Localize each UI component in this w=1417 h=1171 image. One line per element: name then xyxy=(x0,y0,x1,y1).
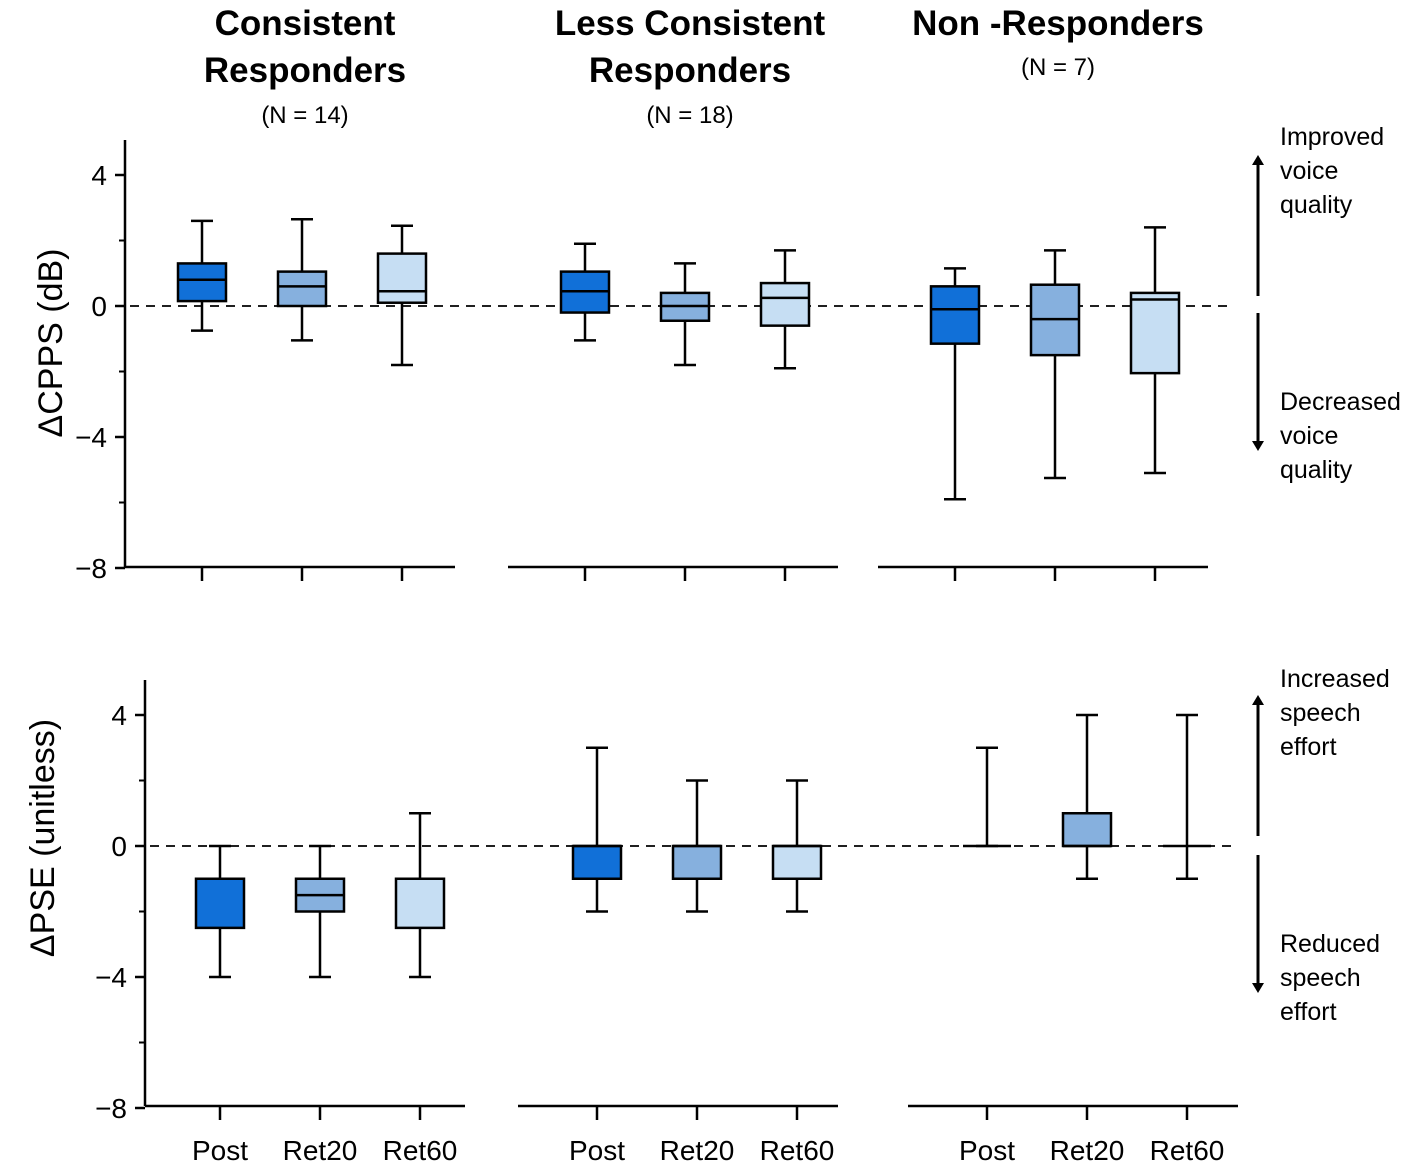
y-tick-label: 0 xyxy=(111,831,127,862)
annotation-down: Reduced xyxy=(1280,930,1380,958)
x-tick-label: Ret60 xyxy=(383,1135,458,1166)
group-title: Consistent xyxy=(215,4,396,43)
box-ret60 xyxy=(759,281,811,327)
group-title-line2: Responders xyxy=(589,51,791,90)
x-tick-label: Post xyxy=(192,1135,248,1166)
x-tick-label: Ret60 xyxy=(1150,1135,1225,1166)
panel-cpps: 4 0 −4 −8 ΔCPPS (dB) Improved voice quality Decr… xyxy=(32,123,1401,584)
box-ret20 xyxy=(1061,812,1113,848)
x-tick-label: Post xyxy=(959,1135,1015,1166)
panel-pse: 4 0 −4 −8 ΔPSE (unitless) Post Ret20 Ret60 Post R… xyxy=(24,665,1390,1166)
annotation-down: speech xyxy=(1280,964,1361,992)
y-axis-label: ΔPSE (unitless) xyxy=(24,719,62,957)
box-ret60 xyxy=(376,252,428,304)
annotation-up: effort xyxy=(1280,733,1337,761)
group-n-label: (N = 14) xyxy=(261,102,348,129)
x-tick-label: Ret60 xyxy=(760,1135,835,1166)
group-n-label: (N = 18) xyxy=(646,102,733,129)
box-ret60 xyxy=(771,844,823,880)
annotation-down: effort xyxy=(1280,998,1337,1026)
y-tick-label: −8 xyxy=(75,553,107,584)
y-tick-label: −4 xyxy=(75,422,107,453)
box-ret20 xyxy=(276,270,328,308)
annotation-up: Increased xyxy=(1280,665,1390,693)
y-tick-label: 4 xyxy=(91,160,107,191)
group-title-line2: Responders xyxy=(204,51,406,90)
annotation-down: voice xyxy=(1280,422,1338,450)
annotation-down: quality xyxy=(1280,456,1353,484)
annotation-down: Decreased xyxy=(1280,388,1401,416)
box-ret60 xyxy=(394,877,446,930)
y-tick-label: −4 xyxy=(95,962,127,993)
x-tick-label: Ret20 xyxy=(283,1135,358,1166)
x-tick-label: Ret20 xyxy=(1050,1135,1125,1166)
y-axis-label: ΔCPPS (dB) xyxy=(32,249,70,438)
y-tick-label: 0 xyxy=(91,291,107,322)
box-ret60 xyxy=(1129,291,1181,375)
group-title: Less Consistent xyxy=(555,4,826,43)
box-post xyxy=(176,262,228,303)
x-tick-label: Ret20 xyxy=(660,1135,735,1166)
annotation-up: voice xyxy=(1280,157,1338,185)
box-post xyxy=(571,844,623,880)
y-tick-label: −8 xyxy=(95,1093,127,1124)
box-post xyxy=(194,877,246,930)
annotation-up: quality xyxy=(1280,191,1353,219)
box-post xyxy=(929,285,981,345)
y-tick-label: 4 xyxy=(111,700,127,731)
annotation-up: Improved xyxy=(1280,123,1384,151)
group-title: Non -Responders xyxy=(912,4,1204,43)
x-tick-label: Post xyxy=(569,1135,625,1166)
annotation-up: speech xyxy=(1280,699,1361,727)
box-ret20 xyxy=(671,844,723,880)
group-n-label: (N = 7) xyxy=(1021,54,1095,81)
